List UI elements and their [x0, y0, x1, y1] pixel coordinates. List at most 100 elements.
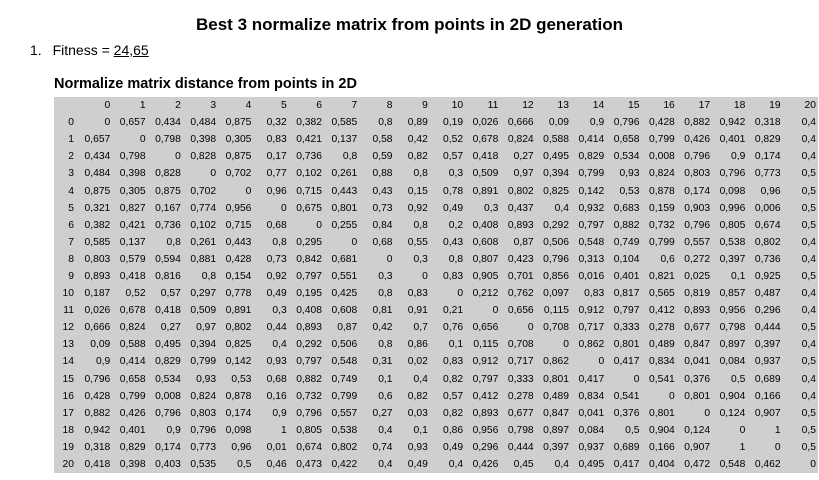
- matrix-cell: 0,891: [472, 185, 499, 197]
- matrix-cell: 0,862: [543, 356, 569, 368]
- matrix-cell: 0,816: [155, 270, 181, 282]
- matrix-cell: 0,875: [225, 151, 252, 163]
- matrix-cell: 0,098: [225, 424, 252, 436]
- matrix-cell: 0,115: [543, 305, 569, 317]
- matrix-cell: 0,124: [719, 407, 746, 419]
- matrix-cell: 0,5: [625, 424, 640, 436]
- matrix-cell: 0,5: [801, 441, 816, 453]
- matrix-cell: 0,77: [266, 168, 287, 180]
- matrix-cell: 0,675: [296, 202, 322, 214]
- matrix-cell: 0,847: [543, 407, 569, 419]
- matrix-cell: 0,907: [754, 407, 781, 419]
- matrix-cell: 0,484: [190, 117, 217, 129]
- matrix-cell: 0,124: [684, 424, 711, 436]
- row-header: 0: [68, 117, 74, 129]
- matrix-cell: 0: [598, 356, 605, 368]
- matrix-cell: 0,444: [507, 441, 534, 453]
- matrix-cell: 0,397: [543, 441, 569, 453]
- column-header: 11: [487, 100, 499, 112]
- matrix-cell: 0,882: [296, 373, 322, 385]
- matrix-cell: 0,401: [119, 424, 146, 436]
- matrix-cell: 0,856: [543, 270, 569, 282]
- matrix-cell: 0,824: [649, 168, 675, 180]
- matrix-cell: 0,93: [266, 356, 287, 368]
- matrix-cell: 0,689: [754, 373, 781, 385]
- matrix-cell: 0,92: [266, 270, 287, 282]
- matrix-cell: 0,666: [507, 117, 534, 129]
- matrix-cell: 0,903: [684, 202, 711, 214]
- matrix-cell: 0,5: [237, 459, 252, 471]
- matrix-cell: 0,159: [649, 202, 675, 214]
- matrix-cell: 0,803: [684, 168, 711, 180]
- matrix-cell: 0,7: [413, 322, 428, 334]
- matrix-cell: 0,8: [272, 236, 287, 248]
- table-row: 3 0,484 0,398 0,828 0 0,702 0,77 0,102 0,261 0,88…: [54, 165, 818, 182]
- distance-matrix-table: 0 1 2 3 4 5 6 7 8 9 10 11 12 13 14 15 16 17 18 19 20 0 0 0,657…: [54, 97, 818, 474]
- matrix-cell: 0,541: [613, 390, 640, 402]
- fitness-label: Fitness =: [52, 42, 110, 58]
- matrix-cell: 0,489: [649, 339, 675, 351]
- matrix-cell: 0,96: [266, 185, 287, 197]
- matrix-cell: 0,4: [801, 253, 816, 265]
- matrix-cell: 0,796: [155, 407, 181, 419]
- matrix-cell: 0,9: [272, 407, 287, 419]
- matrix-cell: 0,46: [266, 459, 287, 471]
- matrix-cell: 0,261: [190, 236, 217, 248]
- fitness-line: 1. Fitness = 24,65: [30, 42, 149, 58]
- matrix-cell: 0,658: [119, 373, 146, 385]
- matrix-cell: 0,5: [801, 270, 816, 282]
- matrix-cell: 0,762: [507, 288, 534, 300]
- matrix-cell: 0,495: [155, 339, 181, 351]
- matrix-cell: 0: [527, 322, 534, 334]
- matrix-cell: 0,418: [472, 151, 499, 163]
- matrix-cell: 0,421: [119, 219, 146, 231]
- matrix-cell: 0,45: [513, 459, 534, 471]
- matrix-cell: 0,49: [443, 441, 464, 453]
- matrix-cell: 0,81: [372, 305, 393, 317]
- table-row: 4 0,875 0,305 0,875 0,702 0 0,96 0,715 0,443 0,43…: [54, 182, 818, 199]
- matrix-cell: 0,796: [684, 151, 711, 163]
- matrix-cell: 0,656: [472, 322, 499, 334]
- matrix-cell: 0,426: [119, 407, 146, 419]
- matrix-cell: 0,797: [613, 305, 640, 317]
- column-header: 18: [733, 100, 746, 112]
- matrix-cell: 0,1: [448, 339, 464, 351]
- column-header: 16: [663, 100, 675, 112]
- matrix-cell: 0,418: [119, 270, 146, 282]
- row-header: 12: [62, 322, 74, 334]
- matrix-cell: 0,408: [296, 305, 322, 317]
- matrix-cell: 0,797: [296, 356, 322, 368]
- matrix-cell: 0,92: [407, 202, 428, 214]
- matrix-cell: 0,74: [372, 441, 393, 453]
- matrix-cell: 0,5: [801, 219, 816, 231]
- matrix-cell: 0,656: [507, 305, 534, 317]
- matrix-cell: 0,1: [378, 373, 393, 385]
- row-header: 4: [68, 185, 74, 197]
- matrix-cell: 0,428: [649, 117, 675, 129]
- matrix-cell: 0,658: [613, 134, 640, 146]
- matrix-cell: 0,701: [507, 270, 534, 282]
- matrix-cell: 0,3: [378, 270, 393, 282]
- matrix-cell: 0,58: [372, 134, 393, 146]
- column-header: 20: [804, 100, 816, 112]
- matrix-cell: 0,824: [190, 390, 217, 402]
- matrix-cell: 0,956: [472, 424, 499, 436]
- matrix-cell: 0,8: [378, 288, 393, 300]
- column-header: 9: [422, 100, 428, 112]
- matrix-cell: 0,715: [225, 219, 252, 231]
- matrix-cell: 0: [810, 459, 816, 471]
- matrix-cell: 0,137: [331, 134, 358, 146]
- matrix-cell: 0,807: [472, 253, 499, 265]
- matrix-cell: 0,53: [231, 373, 252, 385]
- row-header: 14: [62, 356, 74, 368]
- matrix-cell: 0,73: [266, 253, 287, 265]
- matrix-cell: 0,798: [119, 151, 146, 163]
- matrix-cell: 0,674: [754, 219, 781, 231]
- matrix-cell: 0,996: [719, 202, 746, 214]
- matrix-cell: 0,824: [507, 134, 534, 146]
- matrix-cell: 0,799: [649, 236, 675, 248]
- matrix-cell: 0,87: [513, 236, 534, 248]
- matrix-cell: 0: [457, 288, 464, 300]
- matrix-cell: 0,52: [443, 134, 464, 146]
- matrix-cell: 0,397: [754, 339, 781, 351]
